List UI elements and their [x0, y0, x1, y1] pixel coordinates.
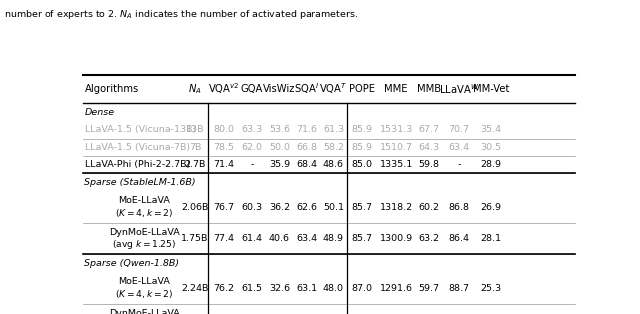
Text: 63.1: 63.1 [296, 284, 317, 293]
Text: Sparse (Qwen-1.8B): Sparse (Qwen-1.8B) [84, 259, 180, 268]
Text: Dense: Dense [84, 107, 115, 116]
Text: 63.2: 63.2 [419, 234, 440, 243]
Text: 48.6: 48.6 [323, 160, 344, 169]
Text: SQA$^I$: SQA$^I$ [294, 82, 319, 96]
Text: 70.7: 70.7 [449, 125, 470, 134]
Text: 77.4: 77.4 [213, 234, 234, 243]
Text: 63.4: 63.4 [449, 143, 470, 152]
Text: 50.0: 50.0 [269, 143, 290, 152]
Text: LLaVA$^W$: LLaVA$^W$ [439, 82, 479, 96]
Text: number of experts to 2. $N_A$ indicates the number of activated parameters.: number of experts to 2. $N_A$ indicates … [4, 8, 358, 21]
Text: 85.0: 85.0 [352, 160, 372, 169]
Text: LLaVA-1.5 (Vicuna-7B): LLaVA-1.5 (Vicuna-7B) [85, 143, 190, 152]
Text: 35.9: 35.9 [269, 160, 290, 169]
Text: 86.8: 86.8 [449, 203, 470, 212]
Text: 58.2: 58.2 [323, 143, 344, 152]
Text: 64.3: 64.3 [419, 143, 440, 152]
Text: LLaVA-Phi (Phi-2-2.7B): LLaVA-Phi (Phi-2-2.7B) [85, 160, 190, 169]
Text: VQA$^T$: VQA$^T$ [319, 82, 348, 96]
Text: 76.2: 76.2 [213, 284, 234, 293]
Text: 2.06B: 2.06B [181, 203, 209, 212]
Text: 61.5: 61.5 [242, 284, 262, 293]
Text: 1510.7: 1510.7 [380, 143, 413, 152]
Text: 1.75B: 1.75B [181, 234, 209, 243]
Text: 26.9: 26.9 [480, 203, 501, 212]
Text: MMB: MMB [417, 84, 441, 94]
Text: 59.8: 59.8 [419, 160, 440, 169]
Text: MoE-LLaVA: MoE-LLaVA [118, 196, 170, 205]
Text: 71.4: 71.4 [213, 160, 234, 169]
Text: 61.4: 61.4 [242, 234, 262, 243]
Text: 1291.6: 1291.6 [380, 284, 413, 293]
Text: 61.3: 61.3 [323, 125, 344, 134]
Text: 32.6: 32.6 [269, 284, 290, 293]
Text: 7B: 7B [189, 143, 201, 152]
Text: -: - [458, 160, 461, 169]
Text: 60.3: 60.3 [241, 203, 262, 212]
Text: POPE: POPE [349, 84, 375, 94]
Text: -: - [250, 160, 254, 169]
Text: 50.1: 50.1 [323, 203, 344, 212]
Text: 85.7: 85.7 [352, 234, 372, 243]
Text: 40.6: 40.6 [269, 234, 290, 243]
Text: 13B: 13B [186, 125, 204, 134]
Text: $(K=4, k=2)$: $(K=4, k=2)$ [115, 289, 173, 300]
Text: 36.2: 36.2 [269, 203, 290, 212]
Text: 63.4: 63.4 [296, 234, 317, 243]
Text: 68.4: 68.4 [296, 160, 317, 169]
Text: 1335.1: 1335.1 [380, 160, 413, 169]
Text: VisWiz: VisWiz [263, 84, 296, 94]
Text: 25.3: 25.3 [480, 284, 501, 293]
Text: 71.6: 71.6 [296, 125, 317, 134]
Text: 63.3: 63.3 [241, 125, 263, 134]
Text: 67.7: 67.7 [419, 125, 440, 134]
Text: 59.7: 59.7 [419, 284, 440, 293]
Text: 48.9: 48.9 [323, 234, 344, 243]
Text: 85.7: 85.7 [352, 203, 372, 212]
Text: 28.1: 28.1 [480, 234, 501, 243]
Text: $N_A$: $N_A$ [188, 82, 202, 96]
Text: DynMoE-LLaVA: DynMoE-LLaVA [109, 228, 180, 237]
Text: MM-Vet: MM-Vet [472, 84, 509, 94]
Text: MME: MME [385, 84, 408, 94]
Text: 48.0: 48.0 [323, 284, 344, 293]
Text: (avg $k=1.25$): (avg $k=1.25$) [113, 238, 177, 252]
Text: 62.6: 62.6 [296, 203, 317, 212]
Text: 88.7: 88.7 [449, 284, 470, 293]
Text: 85.9: 85.9 [352, 125, 372, 134]
Text: 28.9: 28.9 [480, 160, 501, 169]
Text: 66.8: 66.8 [296, 143, 317, 152]
Text: 85.9: 85.9 [352, 143, 372, 152]
Text: 78.5: 78.5 [213, 143, 234, 152]
Text: 1300.9: 1300.9 [380, 234, 413, 243]
Text: 86.4: 86.4 [449, 234, 470, 243]
Text: 60.2: 60.2 [419, 203, 440, 212]
Text: 53.6: 53.6 [269, 125, 290, 134]
Text: MoE-LLaVA: MoE-LLaVA [118, 277, 170, 286]
Text: 62.0: 62.0 [242, 143, 262, 152]
Text: $(K=4, k=2)$: $(K=4, k=2)$ [115, 208, 173, 219]
Text: 2.24B: 2.24B [181, 284, 209, 293]
Text: 30.5: 30.5 [480, 143, 501, 152]
Text: VQA$^{v2}$: VQA$^{v2}$ [208, 82, 239, 96]
Text: 80.0: 80.0 [213, 125, 234, 134]
Text: GQA: GQA [241, 84, 263, 94]
Text: Algorithms: Algorithms [85, 84, 140, 94]
Text: 35.4: 35.4 [480, 125, 501, 134]
Text: 2.7B: 2.7B [184, 160, 205, 169]
Text: 87.0: 87.0 [352, 284, 372, 293]
Text: 1531.3: 1531.3 [380, 125, 413, 134]
Text: 76.7: 76.7 [213, 203, 234, 212]
Text: Sparse (StableLM-1.6B): Sparse (StableLM-1.6B) [84, 178, 196, 187]
Text: 1318.2: 1318.2 [380, 203, 413, 212]
Text: LLaVA-1.5 (Vicuna-13B): LLaVA-1.5 (Vicuna-13B) [85, 125, 196, 134]
Text: DynMoE-LLaVA: DynMoE-LLaVA [109, 309, 180, 314]
